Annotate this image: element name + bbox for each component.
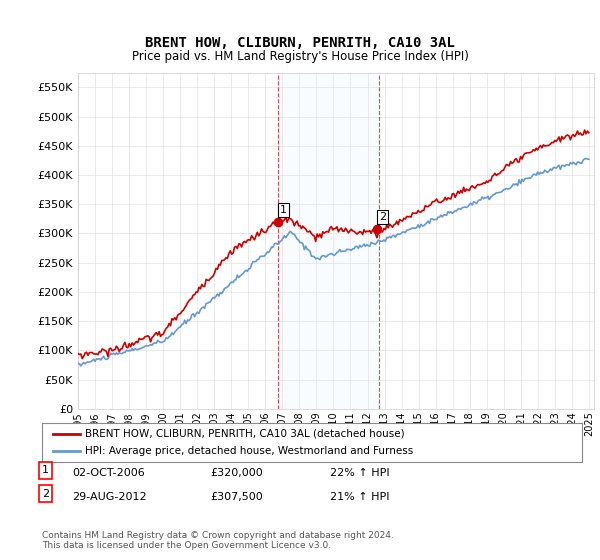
Text: 21% ↑ HPI: 21% ↑ HPI [330,492,389,502]
Text: 1: 1 [42,465,49,475]
Text: 22% ↑ HPI: 22% ↑ HPI [330,468,389,478]
Bar [278,73,379,409]
Text: £307,500: £307,500 [210,492,263,502]
Text: BRENT HOW, CLIBURN, PENRITH, CA10 3AL: BRENT HOW, CLIBURN, PENRITH, CA10 3AL [145,36,455,50]
Text: 02-OCT-2006: 02-OCT-2006 [72,468,145,478]
Text: £320,000: £320,000 [210,468,263,478]
Text: Contains HM Land Registry data © Crown copyright and database right 2024.
This d: Contains HM Land Registry data © Crown c… [42,530,394,550]
Text: 2: 2 [42,489,49,499]
Text: 1: 1 [280,205,287,215]
Text: Price paid vs. HM Land Registry's House Price Index (HPI): Price paid vs. HM Land Registry's House … [131,50,469,63]
Text: HPI: Average price, detached house, Westmorland and Furness: HPI: Average price, detached house, West… [85,446,413,456]
Text: 2: 2 [379,212,386,222]
Text: BRENT HOW, CLIBURN, PENRITH, CA10 3AL (detached house): BRENT HOW, CLIBURN, PENRITH, CA10 3AL (d… [85,429,405,439]
Text: 29-AUG-2012: 29-AUG-2012 [72,492,146,502]
